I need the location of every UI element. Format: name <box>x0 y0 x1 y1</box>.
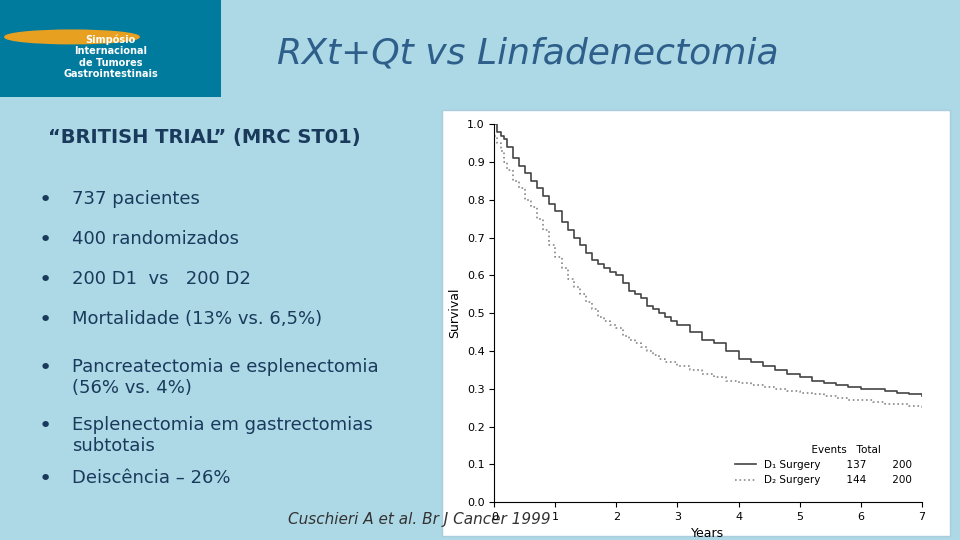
Text: •: • <box>38 416 52 436</box>
Circle shape <box>5 30 139 44</box>
Text: Pancreatectomia e esplenectomia
(56% vs. 4%): Pancreatectomia e esplenectomia (56% vs.… <box>72 359 378 397</box>
FancyBboxPatch shape <box>0 0 221 97</box>
Text: 200 D1  vs   200 D2: 200 D1 vs 200 D2 <box>72 270 251 288</box>
Text: •: • <box>38 190 52 210</box>
Text: •: • <box>38 469 52 489</box>
Text: •: • <box>38 359 52 379</box>
Text: •: • <box>38 230 52 250</box>
Text: RXt+Qt vs Linfadenectomia: RXt+Qt vs Linfadenectomia <box>277 37 779 70</box>
Text: 400 randomizados: 400 randomizados <box>72 230 239 248</box>
Y-axis label: Survival: Survival <box>448 288 462 339</box>
Text: “BRITISH TRIAL” (MRC ST01): “BRITISH TRIAL” (MRC ST01) <box>48 128 361 147</box>
Text: 737 pacientes: 737 pacientes <box>72 190 200 208</box>
Text: Deiscência – 26%: Deiscência – 26% <box>72 469 230 487</box>
Text: •: • <box>38 310 52 330</box>
Legend: D₁ Surgery        137        200, D₂ Surgery        144        200: D₁ Surgery 137 200, D₂ Surgery 144 200 <box>731 441 917 489</box>
FancyBboxPatch shape <box>442 111 950 536</box>
X-axis label: Years: Years <box>691 528 725 540</box>
Text: Mortalidade (13% vs. 6,5%): Mortalidade (13% vs. 6,5%) <box>72 310 323 328</box>
Text: Simpósio
Internacional
de Tumores
Gastrointestinais: Simpósio Internacional de Tumores Gastro… <box>63 34 157 79</box>
Text: Esplenectomia em gastrectomias
subtotais: Esplenectomia em gastrectomias subtotais <box>72 416 372 455</box>
Text: Cuschieri A et al. Br J Cancer 1999: Cuschieri A et al. Br J Cancer 1999 <box>288 512 551 526</box>
Text: •: • <box>38 270 52 290</box>
